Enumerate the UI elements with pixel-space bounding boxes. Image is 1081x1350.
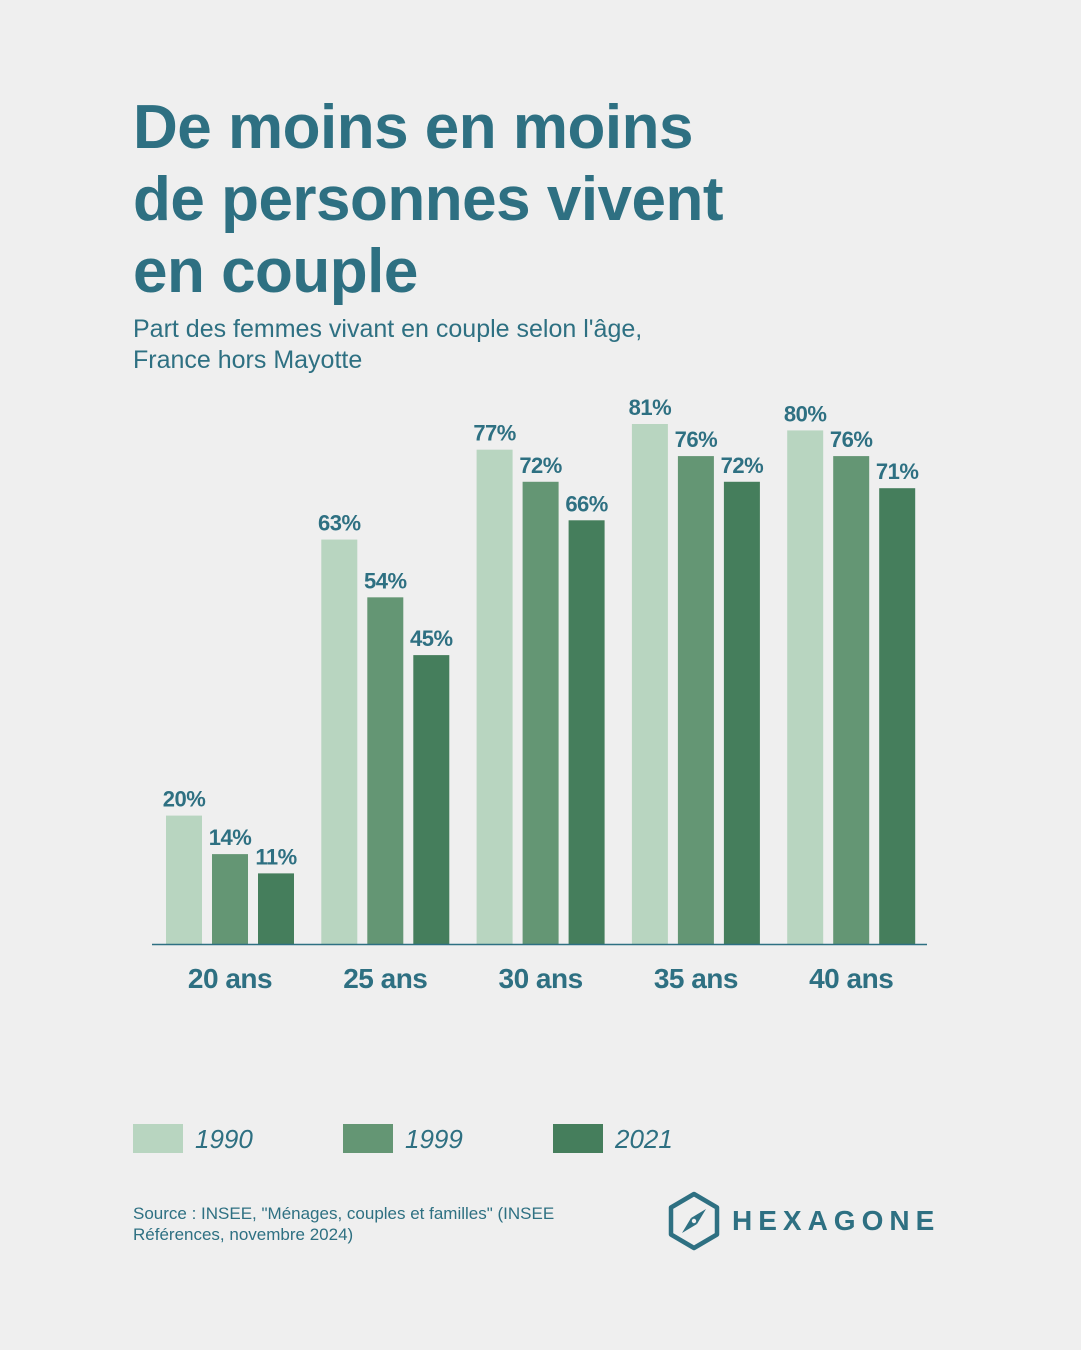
page-subtitle: Part des femmes vivant en couple selon l… [133,314,933,376]
title-line: en couple [133,237,418,306]
compass-hexagon-icon [668,1191,720,1251]
bar-25-ans-2021 [413,655,450,944]
bar-20-ans-1990 [166,815,202,944]
source-note: Source : INSEE, "Ménages, couples et fam… [133,1204,555,1244]
data-label: 81% [629,395,672,420]
legend-swatch [133,1124,183,1153]
bar-20-ans-2021 [258,873,294,944]
bar-40-ans-1990 [787,430,824,944]
bar-40-ans-1999 [833,456,870,944]
subtitle-line: France hors Mayotte [133,346,363,374]
data-label: 45% [410,626,453,651]
bar-35-ans-2021 [723,481,760,944]
category-label: 30 ans [499,963,583,994]
page-title: De moins en moins de personnes vivent en… [133,92,953,308]
legend-label: 2021 [615,1124,673,1154]
data-label: 66% [565,491,608,516]
data-label: 14% [209,825,252,850]
data-label: 72% [519,453,562,478]
data-label: 20% [163,787,206,812]
category-label: 20 ans [188,963,272,994]
legend-label: 1990 [195,1124,253,1154]
title-line: de personnes vivent [133,165,724,234]
data-label: 76% [830,427,873,452]
bar-20-ans-1999 [212,854,248,944]
data-label: 54% [364,568,407,593]
data-label: 11% [255,844,296,869]
bar-25-ans-1990 [321,539,358,944]
chart-legend: 1990 1999 2021 [0,1123,1081,1155]
data-label: 76% [675,427,718,452]
data-label: 80% [784,401,827,426]
bar-35-ans-1990 [631,424,668,944]
bar-30-ans-2021 [568,520,605,944]
legend-swatch [553,1124,603,1153]
bar-40-ans-2021 [879,488,916,944]
data-label: 72% [721,453,764,478]
data-label: 71% [876,459,919,484]
bar-25-ans-1999 [367,597,404,944]
title-line: De moins en moins [133,93,693,162]
category-label: 35 ans [654,963,738,994]
bar-30-ans-1999 [522,481,559,944]
legend-label: 1999 [405,1124,463,1154]
category-label: 40 ans [809,963,893,994]
data-label: 77% [473,421,516,446]
legend-swatch [343,1124,393,1153]
brand-name: HEXAGONE [732,1205,941,1236]
brand-logo: HEXAGONE [666,1191,956,1251]
bar-30-ans-1990 [476,449,513,944]
subtitle-line: Part des femmes vivant en couple selon l… [133,315,643,343]
data-label: 63% [318,511,361,536]
bar-35-ans-1999 [677,456,714,944]
category-label: 25 ans [343,963,427,994]
